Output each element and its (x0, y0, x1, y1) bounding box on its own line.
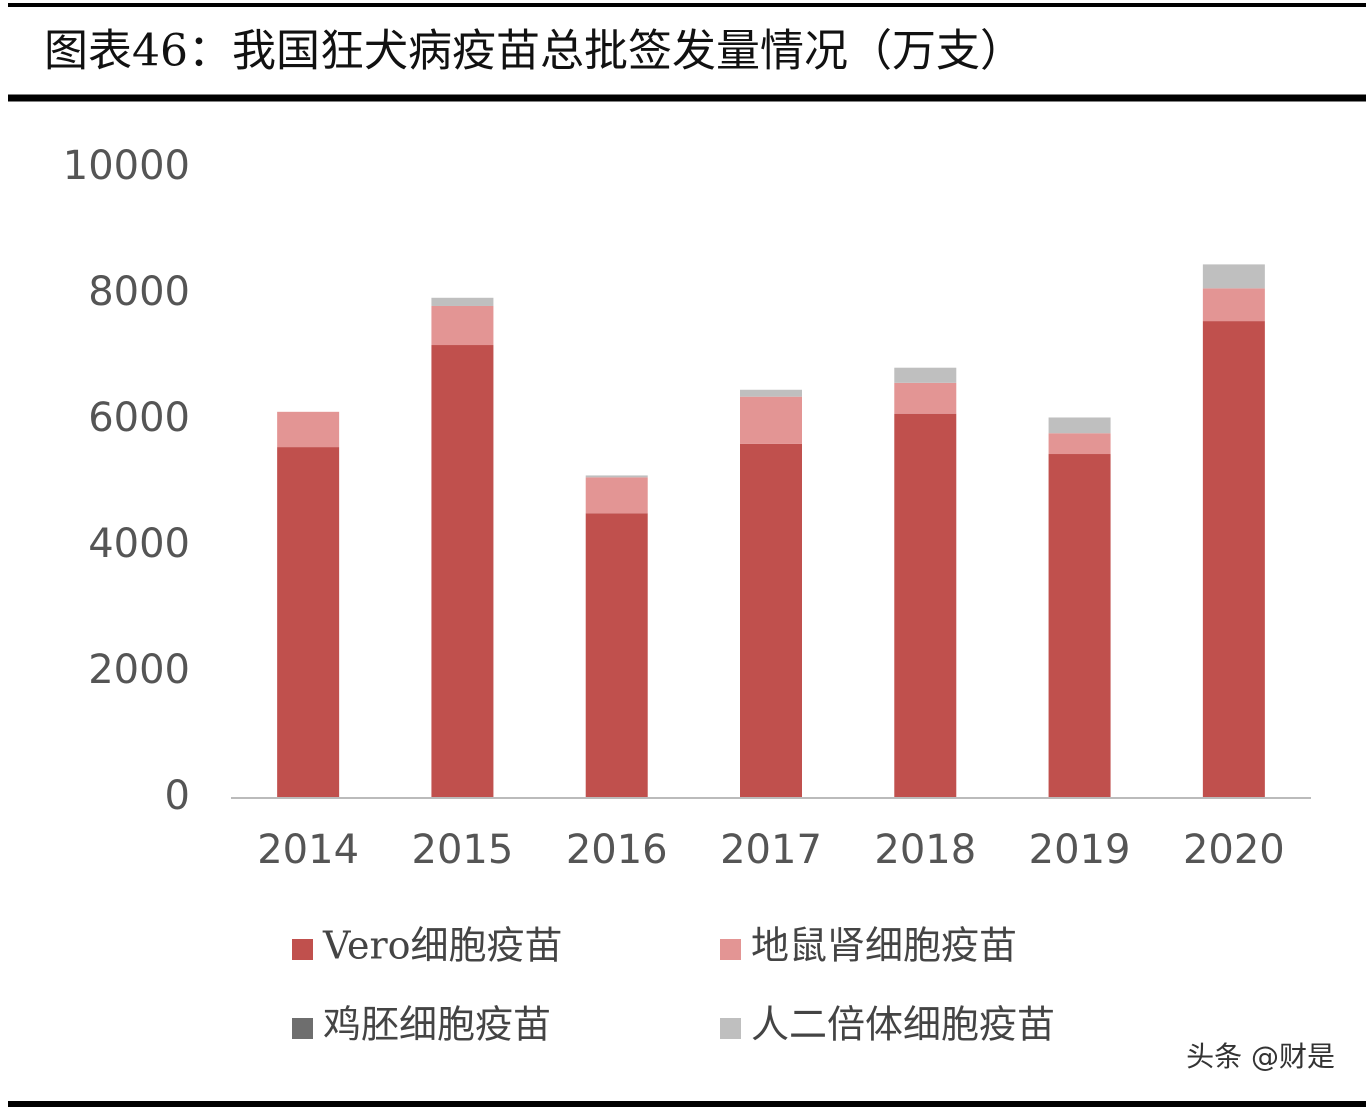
legend-swatch (720, 1018, 741, 1039)
bar-segment (431, 345, 494, 798)
y-tick-label: 0 (165, 773, 190, 819)
bar-segment (1202, 288, 1265, 322)
legend-swatch (720, 939, 741, 960)
y-tick-label: 2000 (88, 647, 190, 693)
bar-segment (1048, 417, 1111, 434)
bar-segment (740, 389, 802, 397)
legend-swatch (292, 939, 313, 960)
bar-segment (1048, 433, 1111, 455)
legend-label: 鸡胚细胞疫苗 (323, 1003, 551, 1047)
bar-segment (1202, 321, 1265, 798)
bar-segment (1048, 454, 1111, 798)
y-tick-label: 10000 (63, 143, 190, 189)
y-tick-label: 4000 (88, 521, 190, 567)
bar-segment (894, 382, 957, 414)
watermark: 头条 @财是 (1186, 1040, 1335, 1073)
bar-segment (740, 443, 802, 798)
bar-segment (585, 513, 648, 798)
bar-segment (585, 477, 648, 514)
bar-segment (277, 447, 340, 798)
x-tick-label: 2014 (257, 827, 359, 873)
bar-segment (431, 305, 494, 346)
x-tick-label: 2020 (1183, 827, 1285, 873)
bar-segment (585, 475, 648, 478)
x-tick-label: 2017 (720, 827, 822, 873)
bar-segment (740, 396, 802, 444)
y-tick-label: 6000 (88, 395, 190, 441)
legend-swatch (292, 1018, 313, 1039)
x-tick-label: 2018 (874, 827, 976, 873)
chart-title: 图表46：我国狂犬病疫苗总批签发量情况（万支） (44, 26, 1024, 77)
x-tick-label: 2019 (1029, 827, 1131, 873)
bar-segment (1202, 264, 1265, 289)
bar-segment (431, 297, 494, 306)
x-tick-label: 2015 (412, 827, 514, 873)
bar-segment (277, 411, 340, 448)
legend-label: 人二倍体细胞疫苗 (751, 1003, 1055, 1047)
legend-label: 地鼠肾细胞疫苗 (751, 924, 1017, 968)
bar-segment (894, 367, 957, 383)
y-tick-label: 8000 (88, 269, 190, 315)
legend-label: Vero细胞疫苗 (322, 924, 563, 968)
bar-segment (894, 413, 957, 798)
x-tick-label: 2016 (566, 827, 668, 873)
